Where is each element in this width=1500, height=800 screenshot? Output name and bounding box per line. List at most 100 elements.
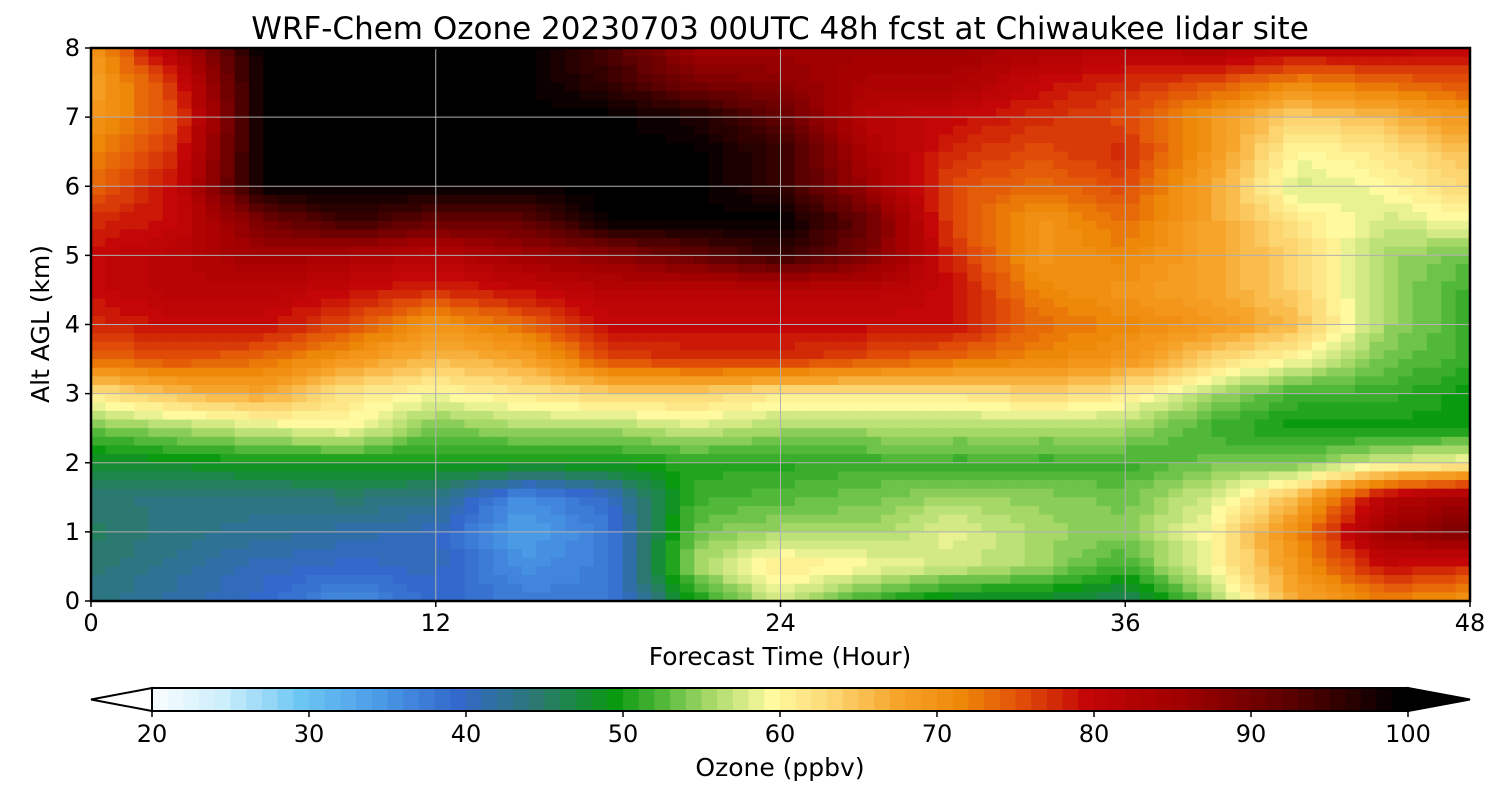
heatmap-cell [521,281,538,291]
heatmap-cell [766,82,782,92]
heatmap-cell [363,428,380,438]
heatmap-cell [435,238,451,248]
heatmap-cell [1398,462,1414,473]
heatmap-cell [1082,125,1098,136]
heatmap-cell [320,393,336,404]
heatmap-cell [1326,289,1342,300]
heatmap-cell [148,203,164,213]
heatmap-cell [995,151,1012,162]
heatmap-cell [636,194,653,205]
heatmap-cell [191,99,207,110]
heatmap-cell [148,393,164,404]
heatmap-cell [234,376,250,386]
heatmap-cell [249,56,265,67]
heatmap-cell [1240,117,1256,127]
heatmap-cell [450,48,466,58]
heatmap-cell [1355,168,1371,179]
heatmap-cell [636,454,653,464]
heatmap-cell [450,168,466,179]
heatmap-cell [794,393,811,404]
heatmap-cell [392,186,408,196]
heatmap-cell [507,462,523,473]
heatmap-cell [952,298,969,309]
heatmap-cell [407,151,423,162]
heatmap-cell [493,143,509,153]
heatmap-cell [292,410,308,421]
heatmap-cell [162,125,178,136]
heatmap-cell [134,160,150,170]
heatmap-cell [1053,488,1069,499]
heatmap-cell [320,384,336,395]
heatmap-cell [866,393,882,404]
heatmap-cell [608,410,624,421]
heatmap-cell [1039,428,1055,438]
heatmap-cell [191,384,207,395]
heatmap-cell [177,315,193,326]
heatmap-cell [1225,186,1241,196]
heatmap-cell [1024,65,1040,75]
heatmap-cell [205,186,222,196]
heatmap-cell [1053,91,1069,101]
heatmap-cell [1010,480,1026,490]
heatmap-cell [924,480,940,490]
heatmap-cell [1082,56,1098,67]
heatmap-cell [1311,402,1328,412]
heatmap-cell [1340,117,1356,127]
heatmap-cell [1067,419,1083,429]
heatmap-cell [1096,91,1112,101]
heatmap-cell [694,151,710,162]
heatmap-cell [794,212,811,222]
heatmap-cell [320,48,336,58]
heatmap-cell [1082,488,1098,499]
heatmap-cell [249,160,265,170]
heatmap-cell [723,341,739,352]
heatmap-cell [809,229,825,239]
heatmap-cell [608,471,624,481]
heatmap-cell [1240,186,1256,196]
heatmap-cell [521,393,538,404]
heatmap-cell [1039,471,1055,481]
heatmap-cell [852,471,868,481]
heatmap-cell [1197,341,1213,352]
heatmap-cell [622,428,638,438]
heatmap-cell [392,402,408,412]
heatmap-cell [1125,410,1141,421]
heatmap-cell [665,272,681,283]
heatmap-cell [1340,108,1356,118]
heatmap-cell [1355,177,1371,188]
heatmap-cell [694,73,710,84]
heatmap-cell [1254,419,1270,429]
heatmap-cell [162,134,178,144]
heatmap-cell [1254,471,1270,481]
heatmap-cell [1398,186,1414,196]
heatmap-cell [1268,56,1285,67]
heatmap-cell [1369,143,1385,153]
heatmap-cell [292,212,308,222]
heatmap-cell [665,203,681,213]
heatmap-cell [1355,315,1371,326]
heatmap-cell [1139,264,1155,274]
heatmap-cell [1355,376,1371,386]
heatmap-cell [1283,402,1299,412]
heatmap-cell [320,471,336,481]
heatmap-cell [421,220,437,231]
heatmap-cell [1153,480,1170,490]
heatmap-cell [967,384,983,395]
heatmap-cell [464,359,480,369]
heatmap-cell [1326,48,1342,58]
heatmap-cell [1240,315,1256,326]
heatmap-cell [407,307,423,317]
heatmap-cell [1067,194,1083,205]
heatmap-cell [751,73,767,84]
heatmap-cell [1125,177,1141,188]
heatmap-cell [1053,264,1069,274]
heatmap-cell [1369,402,1385,412]
heatmap-cell [593,436,609,447]
heatmap-cell [335,289,351,300]
heatmap-cell [1139,471,1155,481]
heatmap-cell [665,143,681,153]
heatmap-cell [579,298,595,309]
heatmap-cell [1182,108,1198,118]
heatmap-cell [220,410,236,421]
heatmap-cell [1340,298,1356,309]
